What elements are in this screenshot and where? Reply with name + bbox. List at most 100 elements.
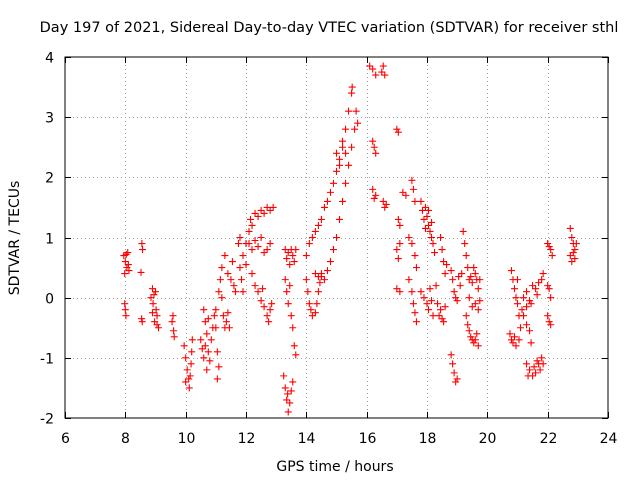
- data-point: [437, 306, 445, 314]
- data-point: [308, 312, 316, 320]
- data-point: [474, 342, 482, 350]
- data-point: [544, 312, 552, 320]
- data-point: [333, 149, 340, 157]
- data-point: [221, 252, 229, 260]
- data-point: [138, 315, 146, 323]
- data-point: [225, 324, 233, 332]
- data-point: [197, 336, 205, 344]
- y-tick-label: 4: [45, 51, 54, 67]
- data-point: [213, 348, 221, 356]
- data-point: [326, 188, 334, 196]
- data-point: [289, 324, 297, 332]
- data-point: [465, 327, 473, 335]
- data-point: [523, 360, 531, 368]
- data-point: [201, 318, 209, 326]
- data-point: [441, 303, 449, 311]
- data-point: [467, 333, 475, 341]
- data-point: [257, 206, 265, 214]
- data-point: [526, 297, 534, 305]
- data-point: [304, 288, 312, 296]
- data-point: [254, 288, 262, 296]
- data-point: [471, 270, 479, 278]
- data-point: [188, 336, 196, 344]
- data-point: [452, 294, 460, 302]
- data-point: [182, 354, 190, 362]
- data-point: [316, 279, 324, 287]
- data-point: [378, 68, 386, 76]
- y-tick-label: 2: [45, 171, 54, 187]
- data-point: [437, 234, 445, 241]
- data-point: [520, 294, 528, 302]
- data-point: [290, 258, 298, 266]
- data-point: [568, 234, 576, 241]
- data-point: [236, 234, 244, 241]
- data-point: [514, 300, 521, 308]
- data-point: [370, 194, 378, 202]
- data-point: [266, 240, 274, 248]
- data-point: [393, 246, 401, 254]
- data-point: [168, 318, 176, 326]
- data-point: [438, 246, 446, 254]
- data-point: [251, 282, 259, 290]
- data-point: [342, 149, 350, 157]
- data-point: [447, 351, 455, 359]
- data-point: [139, 246, 147, 254]
- data-point: [286, 261, 294, 269]
- data-point: [461, 240, 469, 248]
- data-point: [425, 306, 433, 314]
- data-point: [182, 378, 190, 386]
- data-point: [538, 354, 546, 362]
- data-point: [348, 89, 356, 97]
- data-point: [314, 288, 322, 296]
- chart-title: Day 197 of 2021, Sidereal Day-to-day VTE…: [40, 20, 619, 36]
- data-point: [313, 300, 321, 308]
- data-point: [342, 179, 350, 187]
- data-point: [379, 62, 387, 70]
- data-point: [266, 306, 274, 314]
- data-point: [245, 227, 253, 235]
- data-point: [215, 288, 223, 296]
- data-point: [254, 243, 262, 251]
- data-point: [153, 312, 161, 320]
- data-point: [187, 360, 195, 368]
- data-point: [257, 234, 265, 241]
- data-point: [283, 288, 291, 296]
- data-point: [547, 294, 555, 302]
- data-point: [289, 252, 297, 260]
- data-point: [423, 300, 431, 308]
- data-point: [281, 384, 289, 392]
- data-point: [124, 261, 132, 269]
- data-point: [281, 246, 289, 254]
- data-point: [147, 294, 155, 302]
- data-point: [227, 276, 235, 284]
- data-point: [464, 321, 472, 329]
- data-point: [453, 297, 461, 305]
- data-point: [155, 324, 163, 332]
- data-point: [320, 276, 328, 284]
- grid-lines: [65, 57, 608, 418]
- data-point: [425, 206, 433, 214]
- data-point: [222, 318, 230, 326]
- data-point: [212, 324, 220, 332]
- data-point: [450, 288, 458, 296]
- data-point: [169, 312, 177, 320]
- data-point: [455, 273, 463, 281]
- data-point: [426, 285, 434, 293]
- data-point: [284, 300, 292, 308]
- data-point: [527, 339, 535, 347]
- data-point: [215, 363, 223, 371]
- data-point: [405, 276, 413, 284]
- x-tick-label: 6: [61, 431, 70, 447]
- data-point: [138, 240, 146, 248]
- data-point: [527, 300, 535, 308]
- data-point: [396, 288, 404, 296]
- data-point: [260, 209, 268, 217]
- data-points: [120, 62, 580, 416]
- data-point: [336, 161, 344, 169]
- data-point: [284, 249, 292, 257]
- data-point: [308, 234, 316, 241]
- data-point: [121, 270, 129, 278]
- data-point: [512, 342, 520, 350]
- data-point: [507, 336, 515, 344]
- data-point: [248, 246, 256, 254]
